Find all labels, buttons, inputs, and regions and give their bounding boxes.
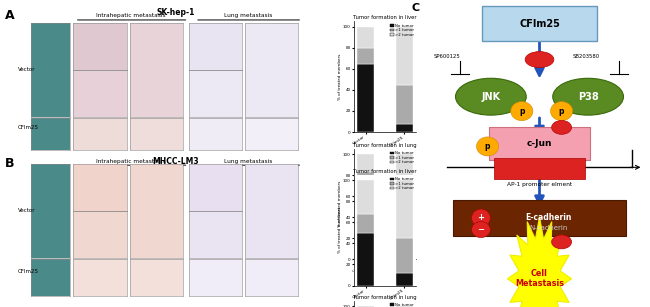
Text: Vector: Vector bbox=[18, 208, 36, 213]
Text: P38: P38 bbox=[578, 92, 599, 102]
Ellipse shape bbox=[525, 52, 554, 68]
Legend: No tumor, >1 tumor, >2 tumor: No tumor, >1 tumor, >2 tumor bbox=[389, 151, 414, 165]
Bar bbox=[396, 251, 413, 259]
Bar bbox=[357, 233, 374, 286]
Bar bbox=[357, 214, 374, 233]
Y-axis label: % of treated members: % of treated members bbox=[337, 181, 342, 227]
Bar bbox=[396, 207, 413, 251]
Ellipse shape bbox=[552, 78, 623, 115]
Text: Cell
Metastasis: Cell Metastasis bbox=[515, 269, 564, 289]
Legend: No tumor, >1 tumor, >2 tumor: No tumor, >1 tumor, >2 tumor bbox=[389, 177, 414, 191]
Text: p: p bbox=[519, 107, 525, 116]
Bar bbox=[396, 273, 413, 286]
Bar bbox=[396, 27, 413, 85]
Text: SK-hep-1: SK-hep-1 bbox=[156, 8, 195, 17]
Text: JNK: JNK bbox=[481, 92, 500, 102]
Text: N-cadherin: N-cadherin bbox=[529, 225, 567, 231]
Bar bbox=[357, 48, 374, 64]
Text: p: p bbox=[485, 142, 490, 151]
FancyBboxPatch shape bbox=[482, 6, 597, 41]
Bar bbox=[357, 306, 374, 307]
Title: Tumor formation in lung: Tumor formation in lung bbox=[354, 295, 417, 300]
Bar bbox=[357, 154, 374, 172]
Text: Intrahepatic metastasis: Intrahepatic metastasis bbox=[96, 159, 166, 164]
Text: Lung metastasis: Lung metastasis bbox=[224, 14, 272, 18]
Y-axis label: % of treated members: % of treated members bbox=[337, 207, 342, 254]
Bar bbox=[396, 85, 413, 124]
Text: −: − bbox=[478, 225, 484, 234]
Text: Vector: Vector bbox=[18, 67, 36, 72]
Text: Lung metastasis: Lung metastasis bbox=[224, 159, 272, 164]
Ellipse shape bbox=[511, 102, 533, 121]
Y-axis label: % of treated members: % of treated members bbox=[337, 53, 342, 100]
Ellipse shape bbox=[456, 78, 526, 115]
Bar bbox=[396, 124, 413, 132]
Bar bbox=[396, 154, 413, 207]
Bar bbox=[357, 191, 374, 259]
Ellipse shape bbox=[471, 209, 490, 227]
Text: SB203580: SB203580 bbox=[573, 54, 600, 59]
Text: SP600125: SP600125 bbox=[434, 54, 460, 59]
Bar bbox=[396, 306, 413, 307]
Text: E-cadherin: E-cadherin bbox=[525, 213, 571, 222]
Legend: No tumor, >1 tumor, >2 tumor: No tumor, >1 tumor, >2 tumor bbox=[389, 23, 414, 37]
Bar bbox=[357, 27, 374, 48]
Ellipse shape bbox=[552, 235, 571, 249]
Bar bbox=[357, 172, 374, 191]
Ellipse shape bbox=[551, 102, 573, 121]
Text: AP-1 promoter elment: AP-1 promoter elment bbox=[507, 182, 572, 187]
Polygon shape bbox=[508, 217, 571, 307]
Text: +: + bbox=[478, 213, 484, 223]
Ellipse shape bbox=[471, 222, 490, 238]
Text: p: p bbox=[559, 107, 564, 116]
Ellipse shape bbox=[552, 120, 571, 134]
Text: CFIm25: CFIm25 bbox=[18, 125, 39, 130]
Text: CFIm25: CFIm25 bbox=[18, 269, 39, 274]
FancyBboxPatch shape bbox=[453, 200, 626, 236]
Text: C: C bbox=[411, 3, 419, 13]
Text: c-Jun: c-Jun bbox=[526, 139, 552, 148]
Bar bbox=[396, 180, 413, 238]
Text: Intrahepatic metastasis: Intrahepatic metastasis bbox=[96, 14, 166, 18]
FancyBboxPatch shape bbox=[494, 158, 585, 179]
Bar bbox=[396, 238, 413, 273]
Text: B: B bbox=[5, 157, 15, 169]
FancyBboxPatch shape bbox=[489, 127, 590, 160]
Title: Tumor formation in liver: Tumor formation in liver bbox=[354, 15, 417, 20]
Bar bbox=[357, 180, 374, 214]
Title: Tumor formation in lung: Tumor formation in lung bbox=[354, 143, 417, 148]
Title: Tumor formation in liver: Tumor formation in liver bbox=[354, 169, 417, 174]
Bar bbox=[357, 64, 374, 132]
Text: MHCC-LM3: MHCC-LM3 bbox=[152, 157, 199, 165]
Text: CFIm25: CFIm25 bbox=[519, 19, 560, 29]
Ellipse shape bbox=[476, 137, 499, 156]
Legend: No tumor, >1 tumor, >2 tumor: No tumor, >1 tumor, >2 tumor bbox=[389, 303, 414, 307]
Text: A: A bbox=[5, 9, 15, 22]
